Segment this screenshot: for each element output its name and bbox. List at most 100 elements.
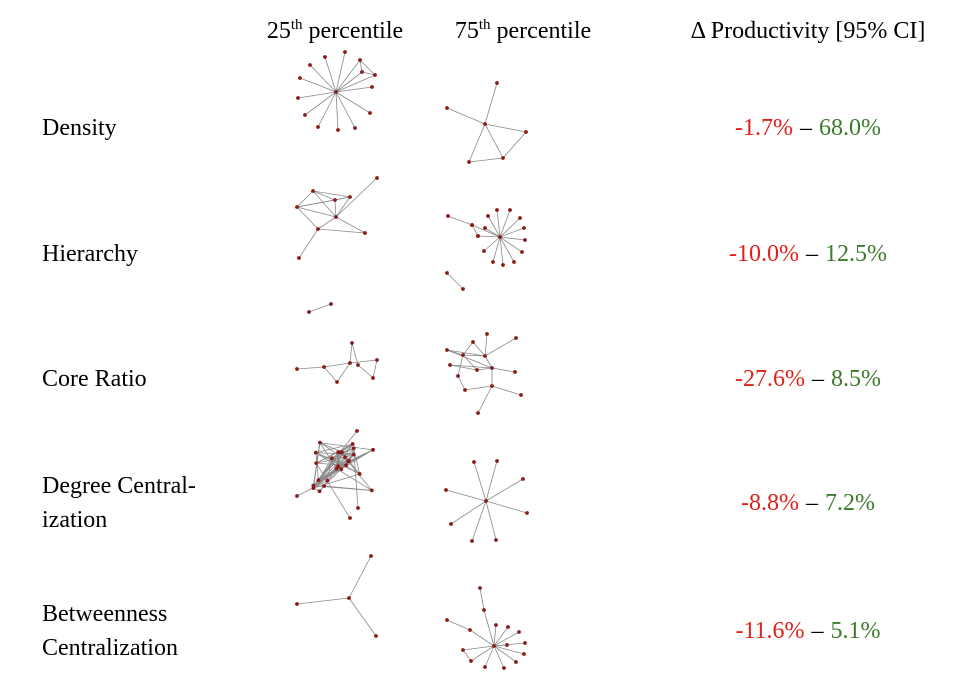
network	[445, 332, 523, 415]
node	[347, 596, 351, 600]
node	[350, 341, 354, 345]
edge	[471, 224, 501, 238]
node	[461, 648, 465, 652]
edge	[446, 619, 471, 631]
header-number: 25	[267, 18, 291, 44]
header-suffix: th	[479, 17, 491, 33]
edge	[335, 196, 351, 218]
node	[491, 260, 495, 264]
edge	[499, 227, 525, 238]
node	[369, 488, 374, 493]
node	[370, 85, 374, 89]
node	[501, 263, 505, 267]
edge	[485, 478, 524, 502]
header-text: percentile	[497, 18, 592, 44]
network	[445, 81, 528, 164]
edge	[324, 485, 372, 491]
edge	[335, 51, 346, 93]
node	[296, 96, 300, 100]
node	[484, 499, 488, 503]
node	[523, 641, 527, 645]
network	[470, 208, 527, 267]
edge	[313, 442, 321, 489]
node	[322, 484, 327, 488]
edge	[492, 236, 501, 263]
edge	[485, 460, 498, 502]
node	[525, 511, 529, 515]
edge	[313, 430, 358, 486]
ci-high: 12.5%	[825, 241, 887, 267]
edge	[337, 443, 354, 467]
node	[344, 463, 349, 468]
ci-low: -27.6%	[735, 366, 805, 392]
edge	[324, 56, 337, 93]
edge	[336, 362, 351, 383]
network	[295, 554, 378, 638]
node	[498, 235, 502, 239]
node	[350, 442, 355, 446]
edge	[318, 460, 350, 481]
column-header: Δ Productivity [95% CI]	[691, 18, 926, 44]
node	[461, 353, 465, 357]
row-label: Degree Central-	[42, 473, 196, 499]
edge	[502, 131, 527, 159]
node	[463, 388, 467, 392]
node	[316, 125, 320, 129]
edge	[296, 206, 337, 218]
node	[444, 488, 448, 492]
node	[506, 625, 510, 629]
edge	[335, 216, 366, 234]
edge	[298, 228, 319, 259]
node	[482, 608, 486, 612]
edge	[313, 460, 350, 489]
node	[494, 538, 498, 542]
edge	[359, 59, 376, 76]
edge	[493, 645, 505, 669]
edge	[493, 626, 509, 647]
edge	[319, 442, 374, 451]
node	[322, 365, 326, 369]
node	[330, 456, 334, 461]
node	[476, 411, 480, 415]
edge	[316, 451, 339, 464]
node	[329, 302, 333, 306]
edge	[315, 452, 319, 481]
header-number: 75	[455, 18, 479, 44]
edge	[447, 215, 473, 226]
node	[470, 223, 474, 227]
edge	[462, 645, 495, 651]
edge	[335, 74, 376, 93]
edge	[296, 366, 325, 370]
edge	[472, 341, 486, 357]
node	[512, 260, 516, 264]
ci-high: 68.0%	[819, 115, 881, 141]
node	[335, 380, 339, 384]
edge	[372, 359, 378, 379]
node	[318, 440, 322, 445]
network	[296, 50, 377, 132]
row-label: Betweenness	[42, 601, 167, 627]
node	[348, 195, 352, 199]
node	[470, 539, 474, 543]
ci-low: -11.6%	[735, 618, 804, 644]
edge	[477, 385, 493, 414]
node	[356, 506, 360, 510]
edge	[484, 227, 501, 238]
node	[375, 358, 379, 362]
edge	[357, 364, 374, 379]
edge	[479, 587, 485, 611]
node	[501, 156, 505, 160]
node	[483, 226, 487, 230]
ci-text: -8.8% –7.2%	[741, 490, 875, 516]
edge	[309, 64, 337, 93]
edge	[462, 354, 486, 357]
node	[360, 70, 364, 74]
node	[336, 128, 340, 132]
node	[351, 452, 356, 457]
node	[298, 76, 302, 80]
node	[363, 231, 367, 235]
edge	[485, 500, 497, 541]
node	[369, 554, 373, 558]
node	[524, 130, 528, 134]
